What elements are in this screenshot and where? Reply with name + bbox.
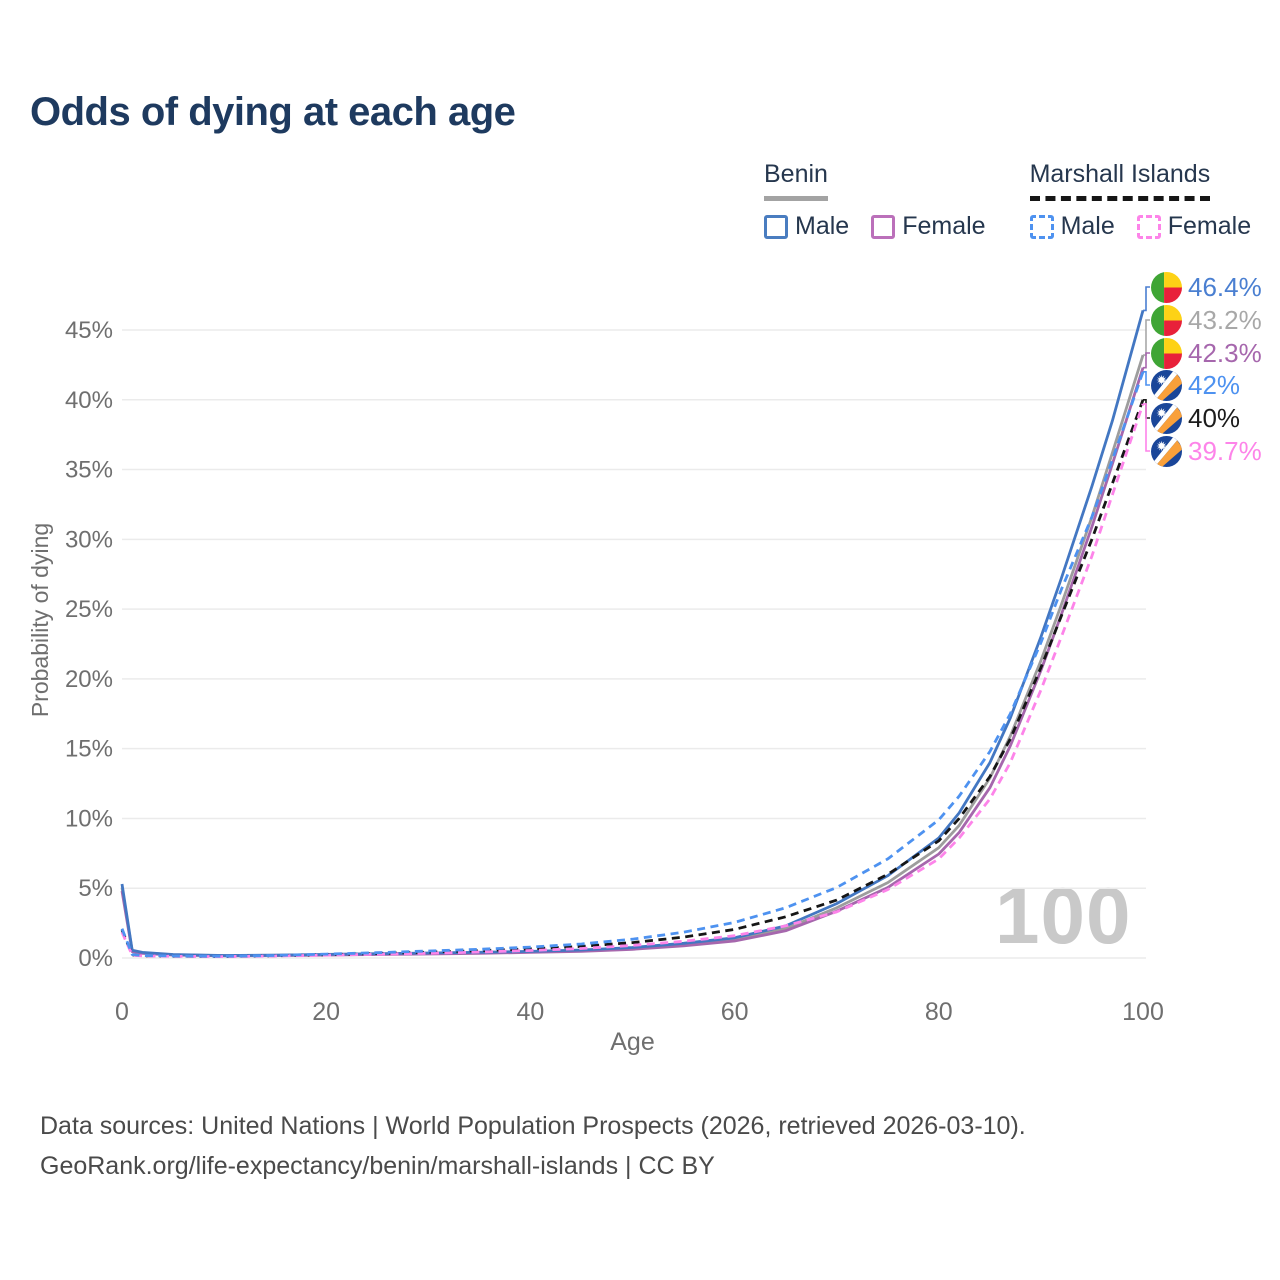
y-tick-label: 30% xyxy=(65,526,113,553)
end-label-connector xyxy=(1143,371,1150,386)
benin-female-swatch-icon xyxy=(871,214,896,239)
footer-url: GeoRank.org/life-expectancy/benin/marsha… xyxy=(40,1152,715,1180)
footer-sources: Data sources: United Nations | World Pop… xyxy=(40,1112,1026,1140)
marshall-male-swatch-icon xyxy=(1029,214,1054,239)
age-counter-watermark: 100 xyxy=(995,871,1132,960)
x-tick-label: 40 xyxy=(516,998,544,1026)
y-axis-title: Probability of dying xyxy=(27,523,53,717)
marshall-islands-flag-icon xyxy=(1151,369,1182,401)
benin-flag-icon xyxy=(1151,304,1182,336)
end-label-connector xyxy=(1143,286,1150,312)
y-tick-label: 35% xyxy=(65,457,113,484)
y-tick-label: 15% xyxy=(65,736,113,763)
end-label-connector xyxy=(1143,319,1150,356)
legend-country-marshall-islands[interactable]: Marshall Islands xyxy=(1029,160,1211,201)
legend-label: Male xyxy=(795,212,850,240)
end-label-connector xyxy=(1143,352,1150,369)
end-label-value: 46.4% xyxy=(1188,271,1262,302)
end-label-value: 39.7% xyxy=(1188,435,1262,466)
end-label-benin-male: 46.4% xyxy=(1151,271,1262,303)
footer: Data sources: United Nations | World Pop… xyxy=(40,1106,1026,1186)
marshall-islands-flag-icon xyxy=(1151,435,1182,467)
y-tick-label: 25% xyxy=(65,596,113,623)
series-line-benin-male[interactable] xyxy=(120,310,1145,957)
x-tick-label: 0 xyxy=(115,998,129,1026)
y-tick-label: 40% xyxy=(65,387,113,414)
y-tick-label: 10% xyxy=(65,805,113,832)
legend-item-benin-male[interactable]: Male xyxy=(764,212,849,241)
y-tick-label: 20% xyxy=(65,666,113,693)
page-title: Odds of dying at each age xyxy=(30,90,516,134)
x-tick-label: 100 xyxy=(1122,998,1164,1026)
x-tick-label: 80 xyxy=(925,998,953,1026)
end-label-value: 42.3% xyxy=(1188,337,1262,368)
legend-label: Male xyxy=(1060,212,1115,240)
x-axis-title: Age xyxy=(610,1028,654,1056)
marshall-female-swatch-icon xyxy=(1136,214,1161,239)
y-tick-label: 5% xyxy=(78,875,113,902)
x-tick-label: 20 xyxy=(312,998,340,1026)
end-label-connector xyxy=(1143,403,1150,452)
end-label-marshall-islands-male: 42% xyxy=(1151,369,1241,401)
series-line-marshall-islands-male[interactable] xyxy=(120,371,1145,958)
legend-label: Female xyxy=(1167,212,1252,240)
end-label-value: 43.2% xyxy=(1188,304,1262,335)
marshall-islands-flag-icon xyxy=(1151,402,1182,434)
y-tick-label: 0% xyxy=(78,945,113,972)
x-tick-label: 60 xyxy=(721,998,749,1026)
legend-group-marshall-islands: Marshall Islands Male Female xyxy=(1029,160,1252,241)
end-label-marshall-islands-female: 39.7% xyxy=(1151,435,1262,467)
benin-male-swatch-icon xyxy=(764,214,788,239)
benin-flag-icon xyxy=(1151,271,1182,303)
legend-group-benin: Benin Male Female xyxy=(764,160,986,241)
legend: Benin Male Female Marshall Islands Male xyxy=(764,160,1251,241)
legend-country-benin[interactable]: Benin xyxy=(764,160,828,201)
legend-item-marshall-male[interactable]: Male xyxy=(1029,212,1115,241)
end-label-benin-female: 42.3% xyxy=(1151,337,1262,369)
end-label-value: 42% xyxy=(1188,369,1241,400)
end-label-value: 40% xyxy=(1188,402,1241,433)
legend-item-benin-female[interactable]: Female xyxy=(871,212,986,241)
series-line-benin-both-sexes[interactable] xyxy=(120,354,1145,957)
series-line-benin-female[interactable] xyxy=(120,367,1145,958)
end-label-benin-both-sexes: 43.2% xyxy=(1151,304,1262,336)
y-tick-label: 45% xyxy=(65,317,113,344)
legend-item-marshall-female[interactable]: Female xyxy=(1136,212,1252,241)
end-label-marshall-islands-both-sexes: 40% xyxy=(1151,402,1241,434)
legend-label: Female xyxy=(902,212,986,240)
benin-flag-icon xyxy=(1151,337,1182,369)
series-line-marshall-islands-female[interactable] xyxy=(120,403,1145,958)
